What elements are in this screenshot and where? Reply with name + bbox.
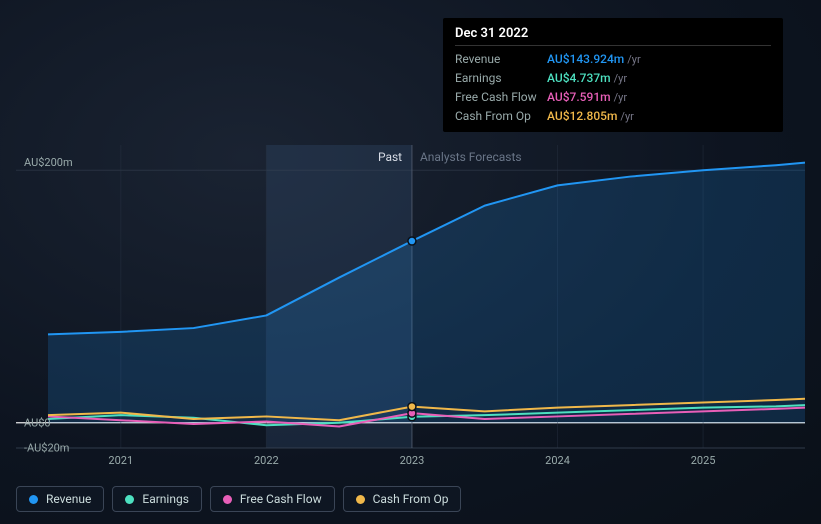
- chart-legend: Revenue Earnings Free Cash Flow Cash From O…: [16, 486, 461, 512]
- tooltip-row: EarningsAU$4.737m/yr: [455, 69, 771, 88]
- legend-item-label: Revenue: [46, 492, 91, 506]
- tooltip-row: RevenueAU$143.924m/yr: [455, 50, 771, 69]
- tooltip-row-value: AU$4.737m: [547, 69, 611, 87]
- legend-dot-icon: [29, 495, 38, 504]
- tooltip-row-label: Free Cash Flow: [455, 88, 547, 106]
- tooltip-row-label: Earnings: [455, 69, 547, 87]
- legend-item-label: Free Cash Flow: [240, 492, 322, 506]
- x-tick-label: 2022: [254, 454, 279, 467]
- x-tick-label: 2025: [691, 454, 716, 467]
- y-tick-label: AU$0: [24, 416, 51, 429]
- y-tick-label: AU$200m: [24, 156, 73, 169]
- legend-item-label: Earnings: [142, 492, 189, 506]
- legend-dot-icon: [223, 495, 232, 504]
- x-tick-label: 2023: [400, 454, 425, 467]
- tooltip-row-unit: /yr: [614, 70, 627, 88]
- x-tick-label: 2024: [545, 454, 570, 467]
- chart-tooltip: Dec 31 2022 RevenueAU$143.924m/yrEarning…: [443, 18, 783, 132]
- tooltip-row-value: AU$7.591m: [547, 88, 611, 106]
- tooltip-row-unit: /yr: [620, 108, 633, 126]
- legend-item-cash-from-op[interactable]: Cash From Op: [343, 486, 462, 512]
- past-label: Past: [378, 150, 402, 164]
- tooltip-row-unit: /yr: [614, 89, 627, 107]
- y-tick-label: -AU$20m: [24, 442, 69, 455]
- tooltip-row-value: AU$12.805m: [547, 107, 617, 125]
- tooltip-row: Free Cash FlowAU$7.591m/yr: [455, 88, 771, 107]
- legend-item-label: Cash From Op: [373, 492, 449, 506]
- financials-chart: Past Analysts Forecasts Dec 31 2022 Reve…: [16, 0, 805, 524]
- tooltip-row: Cash From OpAU$12.805m/yr: [455, 107, 771, 126]
- forecast-label: Analysts Forecasts: [420, 150, 522, 164]
- x-tick-label: 2021: [108, 454, 133, 467]
- tooltip-row-value: AU$143.924m: [547, 50, 624, 68]
- legend-item-free-cash-flow[interactable]: Free Cash Flow: [210, 486, 335, 512]
- legend-dot-icon: [125, 495, 134, 504]
- legend-item-revenue[interactable]: Revenue: [16, 486, 104, 512]
- legend-item-earnings[interactable]: Earnings: [112, 486, 202, 512]
- tooltip-date: Dec 31 2022: [455, 26, 771, 46]
- tooltip-row-unit: /yr: [627, 51, 640, 69]
- tooltip-row-label: Cash From Op: [455, 107, 547, 125]
- legend-dot-icon: [356, 495, 365, 504]
- tooltip-row-label: Revenue: [455, 50, 547, 68]
